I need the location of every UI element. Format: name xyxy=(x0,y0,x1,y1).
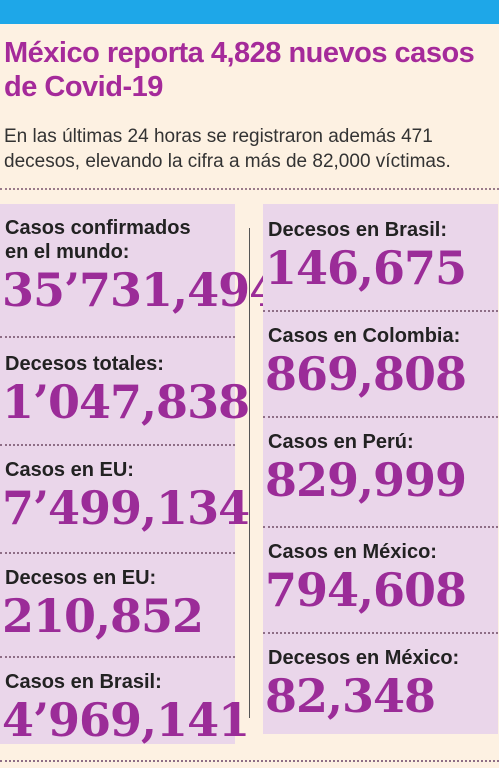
stat-label: Casos en Colombia: xyxy=(268,325,461,347)
stat-value: 869,808 xyxy=(265,347,467,401)
stat-colombia-cases: Casos en Colombia: 869,808 xyxy=(263,324,498,400)
stat-label: Casos en Brasil: xyxy=(5,671,162,693)
column-divider xyxy=(249,228,250,718)
stat-divider xyxy=(263,632,498,634)
stat-value: 829,999 xyxy=(265,453,467,507)
footer-divider xyxy=(0,760,499,762)
stat-label: Decesos en EU: xyxy=(5,567,157,589)
stat-label: Casos confirmados en el mundo: xyxy=(5,217,191,263)
stat-label: Decesos totales: xyxy=(5,353,164,375)
stat-label: Decesos en México: xyxy=(268,647,460,669)
stat-label: Casos en Perú: xyxy=(268,431,414,453)
header-divider xyxy=(0,188,499,190)
stat-divider xyxy=(263,526,498,528)
headline: México reporta 4,828 nuevos casos de Cov… xyxy=(4,37,475,103)
stat-brazil-deaths: Decesos en Brasil: 146,675 xyxy=(263,218,498,294)
stat-value: 82,348 xyxy=(265,669,436,723)
stat-value: 1’047,838 xyxy=(2,375,250,429)
stat-world-cases: Casos confirmados en el mundo: 35’731,49… xyxy=(0,216,281,317)
stat-us-cases: Casos en EU: 7’499,134 xyxy=(0,458,250,535)
right-stats-panel: Decesos en Brasil: 146,675 Casos en Colo… xyxy=(263,204,498,734)
stat-mexico-deaths: Decesos en México: 82,348 xyxy=(263,646,498,722)
stat-value: 35’731,494 xyxy=(2,263,281,317)
stat-divider xyxy=(0,552,235,554)
left-stats-panel: Casos confirmados en el mundo: 35’731,49… xyxy=(0,204,281,747)
stat-peru-cases: Casos en Perú: 829,999 xyxy=(263,430,498,506)
stat-value: 146,675 xyxy=(265,241,467,295)
stat-divider xyxy=(0,336,235,338)
stat-brazil-cases: Casos en Brasil: 4’969,141 xyxy=(0,670,250,747)
stat-value: 7’499,134 xyxy=(2,481,250,535)
stat-value: 210,852 xyxy=(2,589,204,643)
summary-text: En las últimas 24 horas se registraron a… xyxy=(4,126,451,172)
stat-label: Decesos en Brasil: xyxy=(268,219,447,241)
stat-label: Casos en México: xyxy=(268,541,437,563)
stat-divider xyxy=(263,416,498,418)
stat-value: 4’969,141 xyxy=(2,693,250,747)
top-accent-bar xyxy=(0,0,499,24)
stat-divider xyxy=(0,656,235,658)
stat-label: Casos en EU: xyxy=(5,459,134,481)
stat-value: 794,608 xyxy=(265,563,467,617)
stat-mexico-cases: Casos en México: 794,608 xyxy=(263,540,498,616)
stat-divider xyxy=(263,310,498,312)
stat-total-deaths: Decesos totales: 1’047,838 xyxy=(0,352,250,429)
stat-us-deaths: Decesos en EU: 210,852 xyxy=(0,566,235,642)
stat-divider xyxy=(0,444,235,446)
